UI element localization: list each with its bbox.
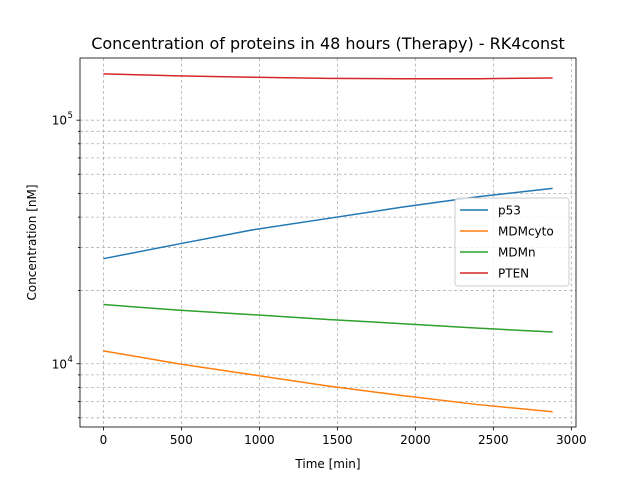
x-tick-label: 3000 <box>556 433 587 447</box>
x-axis-label: Time [min] <box>294 457 360 471</box>
legend-label: MDMn <box>498 246 536 260</box>
series-line-mdmcyto <box>103 350 553 413</box>
series-line-pten <box>103 73 553 80</box>
x-tick-label: 1000 <box>244 433 275 447</box>
x-tick-label: 2500 <box>478 433 509 447</box>
series-line-mdmn <box>103 303 553 333</box>
y-axis-label: Concentration [nM] <box>25 184 39 300</box>
grid <box>80 58 576 427</box>
series-lines <box>103 73 553 413</box>
legend-label: MDMcyto <box>498 225 554 239</box>
x-tick-label: 2000 <box>400 433 431 447</box>
legend-label: p53 <box>498 204 521 218</box>
legend-box <box>454 197 570 287</box>
x-tick-label: 500 <box>170 433 193 447</box>
y-tick-label-exponent: 4 <box>68 355 73 365</box>
y-tick-label: 10 <box>52 114 67 128</box>
x-tick-label: 0 <box>100 433 108 447</box>
plot-frame <box>79 57 577 428</box>
x-tick-label: 1500 <box>322 433 353 447</box>
chart-title: Concentration of proteins in 48 hours (T… <box>91 34 565 53</box>
legend: p53 MDMcyto MDMn PTEN <box>454 197 570 287</box>
y-tick-label: 10 <box>52 357 67 371</box>
series-line-p53 <box>103 187 553 260</box>
y-tick-label-exponent: 5 <box>68 111 73 121</box>
legend-label: PTEN <box>498 267 529 281</box>
